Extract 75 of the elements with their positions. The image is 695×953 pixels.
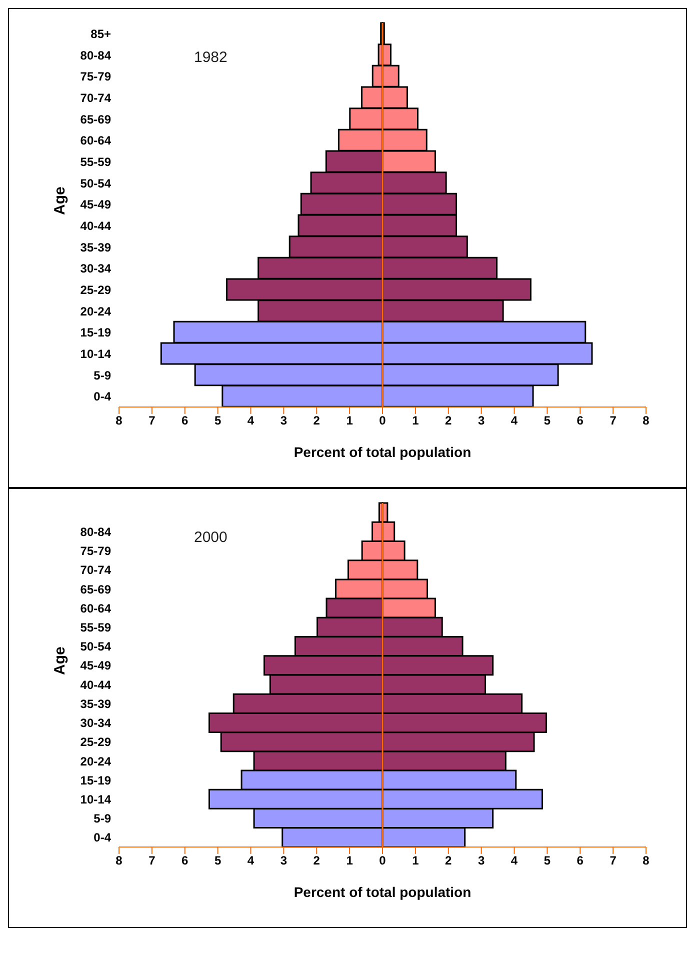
x-tick-label: 7: [148, 854, 156, 868]
x-axis-title: Percent of total population: [294, 444, 472, 460]
y-tick-label: 55-59: [80, 154, 112, 169]
y-tick-label: 0-4: [94, 830, 112, 845]
y-tick-label: 40-44: [80, 218, 112, 233]
y-tick-label: 75-79: [80, 70, 112, 84]
x-axis-title: Percent of total population: [294, 884, 472, 900]
y-tick-label: 55-59: [80, 620, 112, 634]
y-tick-label: 15-19: [80, 326, 112, 340]
annotation: 1982: [194, 49, 228, 66]
x-tick-label: 2: [445, 854, 452, 868]
x-tick-label: 3: [280, 414, 288, 428]
x-tick-label: 6: [576, 854, 584, 868]
x-tick-label: 1: [346, 854, 354, 868]
y-tick-label: 5-9: [94, 368, 112, 382]
y-tick-label: 20-24: [80, 304, 112, 318]
x-tick-label: 6: [182, 414, 189, 428]
y-tick-label: 80-84: [80, 48, 112, 62]
x-tick-label: 8: [116, 854, 123, 868]
y-tick-label: 10-14: [80, 346, 112, 361]
annotation: 2000: [194, 529, 228, 546]
y-tick-label: 0-4: [94, 390, 112, 404]
x-tick-label: 4: [247, 854, 254, 868]
y-tick-label: 80-84: [80, 524, 112, 539]
x-tick-label: 7: [610, 414, 617, 428]
y-tick-label: 15-19: [80, 773, 112, 788]
y-tick-label: 40-44: [80, 678, 112, 692]
x-tick-label: 3: [280, 854, 288, 868]
x-tick-label: 0: [379, 854, 386, 868]
x-tick-label: 2: [445, 414, 452, 428]
x-tick-label: 8: [116, 414, 123, 428]
x-tick-label: 0: [379, 414, 386, 428]
x-tick-label: 5: [544, 414, 551, 428]
y-tick-label: 45-49: [80, 658, 112, 673]
y-tick-label: 85+: [90, 26, 111, 41]
y-tick-label: 35-39: [80, 240, 112, 254]
y-axis-title: Age: [51, 646, 68, 675]
y-axis-title: Age: [51, 186, 68, 215]
y-tick-label: 25-29: [80, 735, 112, 750]
y-tick-label: 30-34: [80, 716, 112, 730]
x-tick-label: 1: [412, 854, 420, 868]
y-tick-label: 60-64: [80, 134, 112, 148]
y-tick-label: 35-39: [80, 696, 112, 711]
x-tick-label: 7: [610, 854, 617, 868]
x-tick-label: 8: [642, 854, 650, 868]
y-tick-label: 10-14: [80, 792, 112, 806]
y-tick-label: 20-24: [80, 754, 112, 768]
x-tick-label: 5: [544, 854, 551, 868]
x-tick-label: 2: [313, 414, 320, 428]
y-tick-label: 30-34: [80, 262, 112, 276]
y-tick-label: 5-9: [94, 812, 112, 826]
x-tick-label: 1: [346, 414, 354, 428]
x-tick-label: 3: [478, 414, 485, 428]
x-tick-label: 4: [247, 414, 254, 428]
x-tick-label: 6: [576, 414, 584, 428]
y-tick-label: 25-29: [80, 282, 112, 297]
x-tick-label: 4: [510, 854, 518, 868]
y-tick-label: 65-69: [80, 582, 112, 596]
y-tick-label: 75-79: [80, 544, 112, 558]
x-tick-label: 6: [182, 854, 189, 868]
y-tick-label: 65-69: [80, 112, 112, 126]
x-tick-label: 5: [214, 414, 222, 428]
x-tick-label: 4: [510, 414, 518, 428]
x-tick-label: 2: [313, 854, 320, 868]
x-tick-label: 5: [214, 854, 222, 868]
y-tick-label: 45-49: [80, 198, 112, 212]
y-tick-label: 70-74: [80, 563, 112, 578]
y-tick-label: 50-54: [80, 176, 112, 190]
x-tick-label: 7: [148, 414, 156, 428]
y-tick-label: 70-74: [80, 90, 112, 105]
y-tick-label: 60-64: [80, 601, 112, 616]
x-tick-label: 8: [642, 414, 650, 428]
x-tick-label: 1: [412, 414, 420, 428]
y-tick-label: 50-54: [80, 640, 112, 654]
x-tick-label: 3: [478, 854, 485, 868]
